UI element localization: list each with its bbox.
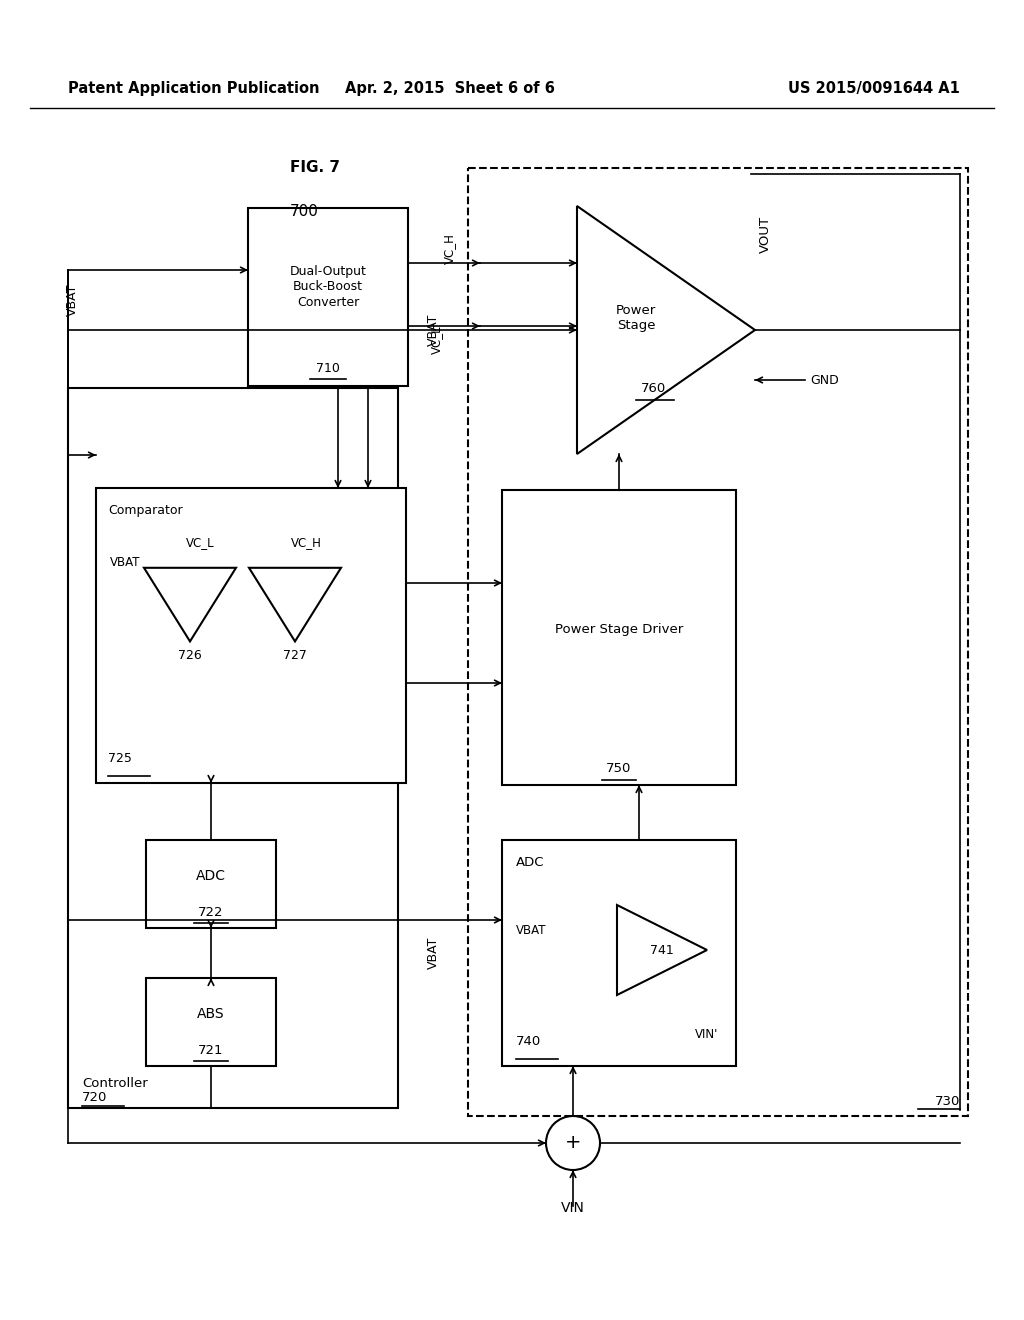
Text: ADC: ADC xyxy=(196,869,226,883)
Text: Comparator: Comparator xyxy=(108,504,182,517)
Bar xyxy=(502,490,736,785)
Text: 760: 760 xyxy=(641,381,667,395)
Text: 725: 725 xyxy=(108,752,132,766)
Text: 727: 727 xyxy=(283,649,307,661)
Text: ABS: ABS xyxy=(198,1007,225,1020)
Text: VC_L: VC_L xyxy=(186,536,215,549)
Text: 750: 750 xyxy=(606,763,632,776)
Text: 720: 720 xyxy=(82,1092,108,1104)
Text: FIG. 7: FIG. 7 xyxy=(290,161,340,176)
Text: 721: 721 xyxy=(199,1044,224,1056)
Text: VBAT: VBAT xyxy=(427,314,439,346)
Text: 726: 726 xyxy=(178,649,202,661)
Text: VC_L: VC_L xyxy=(430,326,443,354)
Bar xyxy=(96,488,406,783)
Text: VOUT: VOUT xyxy=(759,215,771,252)
Text: VC_H: VC_H xyxy=(443,234,456,264)
Text: 710: 710 xyxy=(316,362,340,375)
Text: Apr. 2, 2015  Sheet 6 of 6: Apr. 2, 2015 Sheet 6 of 6 xyxy=(345,81,555,95)
Text: 741: 741 xyxy=(650,944,674,957)
Text: VBAT: VBAT xyxy=(516,924,547,936)
Text: 722: 722 xyxy=(199,906,224,919)
Text: VBAT: VBAT xyxy=(427,937,439,969)
Bar xyxy=(468,168,968,1115)
Text: VIN': VIN' xyxy=(694,1027,718,1040)
Text: VBAT: VBAT xyxy=(66,284,79,317)
Bar xyxy=(146,840,276,928)
Text: ADC: ADC xyxy=(516,855,545,869)
Text: Power Stage Driver: Power Stage Driver xyxy=(555,623,683,635)
Text: 730: 730 xyxy=(935,1096,961,1107)
Text: VC_H: VC_H xyxy=(291,536,322,549)
Text: Controller: Controller xyxy=(82,1077,147,1090)
Text: US 2015/0091644 A1: US 2015/0091644 A1 xyxy=(788,81,961,95)
Text: 700: 700 xyxy=(290,205,318,219)
Text: 740: 740 xyxy=(516,1035,542,1048)
Text: Dual-Output
Buck-Boost
Converter: Dual-Output Buck-Boost Converter xyxy=(290,265,367,309)
Bar xyxy=(68,388,398,1107)
Bar xyxy=(146,978,276,1067)
Bar xyxy=(502,840,736,1067)
Bar xyxy=(248,209,408,385)
Text: GND: GND xyxy=(810,374,839,387)
Text: Patent Application Publication: Patent Application Publication xyxy=(68,81,319,95)
Text: Power
Stage: Power Stage xyxy=(615,304,656,333)
Text: +: + xyxy=(565,1134,582,1152)
Text: VIN: VIN xyxy=(561,1201,585,1214)
Text: VBAT: VBAT xyxy=(110,557,140,569)
